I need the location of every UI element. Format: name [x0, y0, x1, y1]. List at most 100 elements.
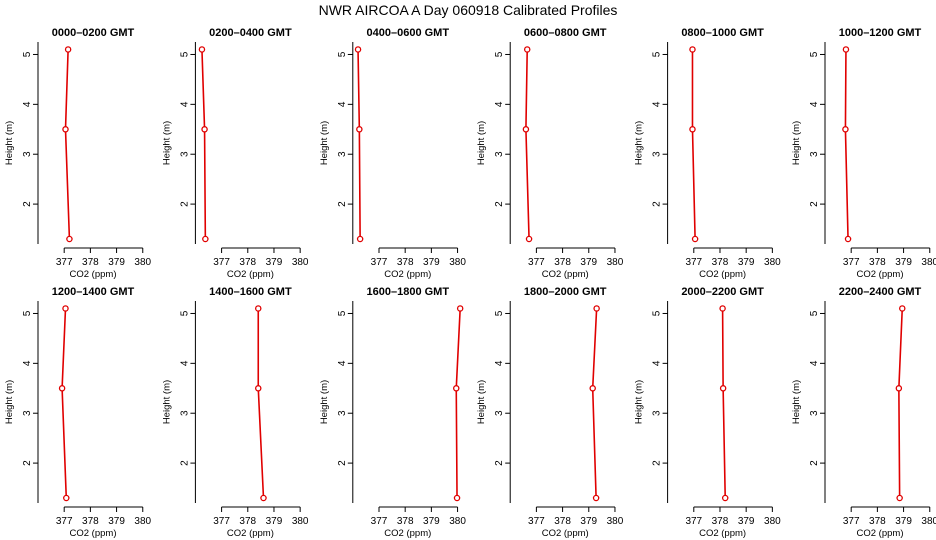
x-axis-label: CO2 (ppm)	[227, 528, 274, 539]
y-tick-label: 3	[494, 151, 505, 157]
y-axis-label: Height (m)	[319, 380, 330, 424]
profile-line	[61, 308, 68, 499]
x-axis-label: CO2 (ppm)	[542, 528, 589, 539]
panel-title: 2200–2400 GMT	[839, 286, 922, 298]
y-axis-label: Height (m)	[634, 121, 645, 165]
data-point	[592, 494, 600, 502]
x-tick-label: 377	[685, 516, 702, 527]
profile-line	[844, 49, 849, 240]
profile-line	[257, 308, 265, 499]
x-axis-label: CO2 (ppm)	[857, 269, 904, 280]
data-point	[895, 385, 903, 392]
panel-title: 0000–0200 GMT	[52, 27, 135, 39]
x-tick-label: 377	[843, 257, 860, 268]
x-tick-label: 378	[712, 257, 729, 268]
y-tick-label: 2	[22, 460, 33, 466]
data-point	[689, 126, 696, 133]
x-tick-label: 380	[449, 257, 466, 268]
y-tick-label: 5	[809, 51, 820, 57]
y-tick-label: 3	[809, 151, 820, 157]
data-point	[202, 235, 209, 243]
y-tick-label: 3	[22, 410, 33, 416]
x-tick-label: 378	[82, 516, 99, 527]
data-point	[689, 46, 696, 53]
x-tick-label: 377	[56, 257, 73, 268]
profile-line	[691, 49, 696, 240]
y-tick-label: 3	[22, 151, 33, 157]
x-tick-label: 377	[213, 516, 230, 527]
x-tick-label: 377	[213, 257, 230, 268]
profile-panel-9: 1600–1800 GMT 2 3 4 5 Height (m) 377 378 379 380 C…	[319, 286, 467, 539]
data-point	[201, 126, 208, 133]
y-axis-label: Height (m)	[161, 380, 172, 424]
x-axis-label: CO2 (ppm)	[227, 269, 274, 280]
data-point	[354, 46, 362, 53]
x-tick-label: 378	[239, 516, 256, 527]
x-tick-label: 378	[712, 516, 729, 527]
profile-panel-2: 0200–0400 GMT 2 3 4 5 Height (m) 377 378 379 380 C…	[161, 27, 309, 280]
y-tick-label: 2	[652, 201, 663, 207]
y-tick-label: 4	[179, 360, 190, 366]
profile-line	[64, 49, 71, 240]
y-tick-label: 5	[337, 310, 348, 316]
y-tick-label: 2	[652, 460, 663, 466]
y-tick-label: 5	[494, 310, 505, 316]
profile-panel-12: 2200–2400 GMT 2 3 4 5 Height (m) 377 378 379 380 C…	[791, 286, 936, 539]
x-axis-label: CO2 (ppm)	[542, 269, 589, 280]
y-tick-label: 3	[337, 410, 348, 416]
x-tick-label: 379	[895, 257, 912, 268]
y-tick-label: 5	[652, 310, 663, 316]
data-point	[899, 305, 906, 312]
x-tick-label: 379	[895, 516, 912, 527]
x-tick-label: 378	[869, 257, 886, 268]
profile-panel-7: 1200–1400 GMT 2 3 4 5 Height (m) 377 378 379 380 C…	[4, 286, 152, 539]
data-point	[896, 494, 903, 502]
x-tick-label: 378	[82, 257, 99, 268]
profile-panel-3: 0400–0600 GMT 2 3 4 5 Height (m) 377 378 379 380 C…	[319, 27, 467, 280]
x-tick-label: 380	[292, 257, 309, 268]
data-point	[719, 305, 726, 312]
profile-panel-8: 1400–1600 GMT 2 3 4 5 Height (m) 377 378 379 380 C…	[161, 286, 309, 539]
data-point	[721, 494, 729, 502]
data-point	[525, 235, 533, 243]
x-tick-label: 379	[738, 257, 755, 268]
y-axis-label: Height (m)	[161, 121, 172, 165]
profile-line	[898, 308, 904, 499]
data-point	[255, 385, 262, 392]
data-point	[64, 46, 72, 53]
data-point	[589, 385, 596, 392]
y-axis-label: Height (m)	[791, 380, 802, 424]
y-tick-label: 4	[494, 101, 505, 107]
panel-title: 0800–1000 GMT	[681, 27, 764, 39]
y-tick-label: 2	[494, 460, 505, 466]
data-point	[62, 305, 69, 312]
y-tick-label: 4	[337, 101, 348, 107]
panel-title: 0400–0600 GMT	[367, 27, 450, 39]
y-tick-label: 2	[337, 460, 348, 466]
x-tick-label: 379	[108, 516, 125, 527]
profile-line	[721, 308, 727, 499]
panel-title: 1400–1600 GMT	[209, 286, 292, 298]
profile-panel-5: 0800–1000 GMT 2 3 4 5 Height (m) 377 378 379 380 C…	[634, 27, 782, 280]
y-axis-label: Height (m)	[4, 121, 15, 165]
data-point	[842, 126, 849, 133]
y-tick-label: 4	[22, 360, 33, 366]
panel-title: 1600–1800 GMT	[367, 286, 450, 298]
y-tick-label: 3	[652, 410, 663, 416]
y-tick-label: 3	[494, 410, 505, 416]
x-tick-label: 377	[371, 257, 388, 268]
y-tick-label: 5	[22, 51, 33, 57]
data-point	[453, 494, 461, 502]
panel-title: 1000–1200 GMT	[839, 27, 922, 39]
y-axis-label: Height (m)	[319, 121, 330, 165]
profile-line	[455, 308, 461, 499]
data-point	[58, 385, 66, 392]
profile-panel-11: 2000–2200 GMT 2 3 4 5 Height (m) 377 378 379 380 C…	[634, 286, 782, 539]
data-point	[356, 126, 363, 133]
panel-title: 0200–0400 GMT	[209, 27, 292, 39]
y-axis-label: Height (m)	[476, 380, 487, 424]
y-tick-label: 2	[494, 201, 505, 207]
x-tick-label: 377	[685, 257, 702, 268]
y-tick-label: 4	[179, 101, 190, 107]
y-axis-label: Height (m)	[791, 121, 802, 165]
